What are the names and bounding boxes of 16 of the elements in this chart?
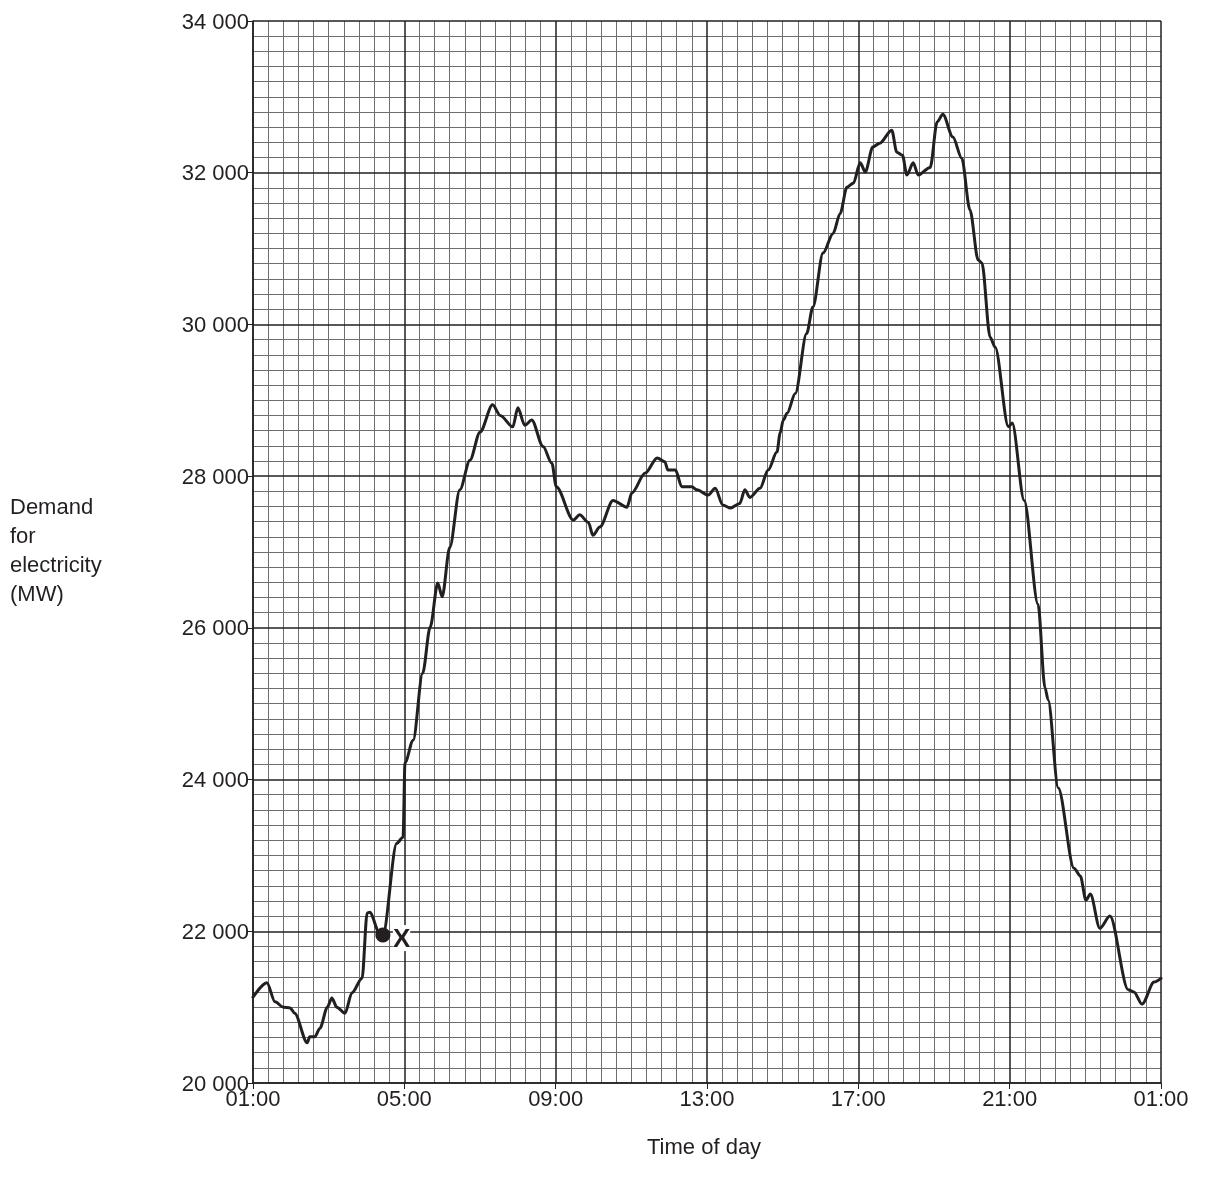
y-axis-title: Demand for electricity (MW) bbox=[10, 494, 108, 606]
y-tick-label: 32 000 bbox=[181, 160, 249, 186]
y-tick-label: 22 000 bbox=[181, 918, 249, 944]
x-tick-label: 05:00 bbox=[376, 1085, 432, 1111]
x-axis-title: Time of day bbox=[647, 1133, 762, 1159]
y-tick-label: 28 000 bbox=[181, 463, 249, 489]
x-tick-label: 13:00 bbox=[679, 1085, 735, 1111]
x-tick-label: 17:00 bbox=[830, 1085, 886, 1111]
x-tick-label: 09:00 bbox=[528, 1085, 584, 1111]
y-tick-label: 26 000 bbox=[181, 615, 249, 641]
x-tick-label: 21:00 bbox=[982, 1085, 1038, 1111]
y-tick-label: 24 000 bbox=[181, 767, 249, 793]
x-tick-label: 01:00 bbox=[1133, 1085, 1189, 1111]
annotation: X bbox=[392, 923, 411, 954]
y-tick-label: 30 000 bbox=[181, 311, 249, 337]
y-tick-label: 34 000 bbox=[181, 8, 249, 34]
